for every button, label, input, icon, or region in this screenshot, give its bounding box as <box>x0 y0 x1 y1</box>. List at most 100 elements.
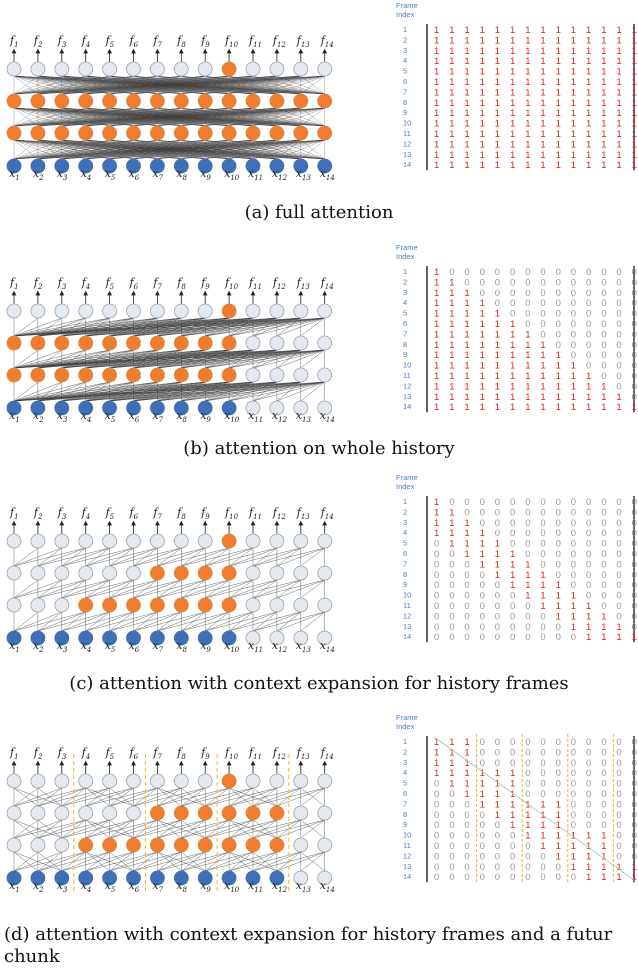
matrix-cell: 0 <box>586 559 591 570</box>
matrix-cell: 1 <box>510 67 515 78</box>
matrix-cell: 1 <box>525 820 530 831</box>
matrix-cell: 0 <box>632 381 637 392</box>
matrix-cell: 1 <box>480 119 485 130</box>
matrix-cell: 1 <box>571 371 576 382</box>
matrix-cell: 0 <box>480 810 485 821</box>
connection-line <box>85 317 277 337</box>
connection-line <box>37 851 86 872</box>
hidden-node <box>126 597 141 613</box>
matrix-cell: 0 <box>449 622 454 633</box>
matrix-cell: 0 <box>616 820 621 831</box>
matrix-cell: 1 <box>601 87 606 98</box>
matrix-cell: 0 <box>525 601 530 612</box>
input-node <box>293 158 309 174</box>
matrix-cell: 1 <box>510 371 515 382</box>
output-label: f12 <box>272 34 287 49</box>
matrix-cell: 0 <box>525 632 530 643</box>
connection-line <box>109 381 325 402</box>
label-subscript: 13 <box>302 646 311 654</box>
matrix-cell: 1 <box>464 361 469 372</box>
matrix-row-index: 2 <box>403 277 407 286</box>
hidden-node <box>149 837 165 853</box>
connection-line <box>13 381 254 402</box>
hidden-node <box>269 837 285 853</box>
matrix-cell: 1 <box>510 402 515 413</box>
matrix-row-index: 6 <box>403 77 407 86</box>
connection-line <box>157 107 325 127</box>
connection-line <box>252 819 301 839</box>
hidden-node <box>54 367 70 383</box>
matrix-cell: 1 <box>556 160 561 171</box>
matrix-cell: 0 <box>449 580 454 591</box>
matrix-cell: 0 <box>540 319 545 330</box>
matrix-cell: 1 <box>571 622 576 633</box>
input-node <box>149 630 165 646</box>
matrix-cell: 1 <box>495 549 500 560</box>
connection-line <box>157 579 230 599</box>
connection-line <box>85 75 325 95</box>
label-subscript: 11 <box>254 646 263 654</box>
matrix-cell: 0 <box>525 288 530 299</box>
output-node <box>102 303 117 319</box>
label-subscript: 7 <box>157 41 162 49</box>
matrix-cell: 1 <box>616 402 621 413</box>
matrix-cell: 1 <box>464 758 469 769</box>
input-label: x7 <box>152 409 163 424</box>
connection-line <box>157 819 230 839</box>
matrix-cell: 0 <box>632 747 637 758</box>
matrix-cell: 1 <box>449 129 454 140</box>
hidden-node <box>269 367 285 383</box>
matrix-cell: 1 <box>449 67 454 78</box>
hidden-node <box>197 125 213 141</box>
matrix-cell: 0 <box>616 737 621 748</box>
matrix-cell: 0 <box>449 799 454 810</box>
label-subscript: 4 <box>85 283 90 291</box>
hidden-node <box>293 367 309 383</box>
label-subscript: 1 <box>15 174 19 182</box>
matrix-cell: 1 <box>616 139 621 150</box>
matrix-cell: 0 <box>434 570 439 581</box>
output-node <box>149 303 165 319</box>
connection-line <box>276 851 325 872</box>
input-node <box>6 400 22 416</box>
hidden-node <box>197 805 213 821</box>
input-label: x5 <box>105 409 116 424</box>
output-node <box>149 533 165 549</box>
matrix-cell: 1 <box>510 381 515 392</box>
matrix-cell: 0 <box>434 539 439 550</box>
matrix-cell: 0 <box>556 539 561 550</box>
matrix-row-index: 4 <box>403 56 407 65</box>
matrix-cell: 0 <box>510 267 515 278</box>
connection-line <box>229 611 277 632</box>
matrix-cell: 0 <box>510 622 515 633</box>
matrix-cell: 1 <box>525 591 530 602</box>
connection-line <box>181 611 230 632</box>
hidden-node <box>173 565 189 581</box>
matrix-cell: 1 <box>586 381 591 392</box>
matrix-cell: 0 <box>601 768 606 779</box>
matrix-cell: 1 <box>540 841 545 852</box>
connection-lines <box>13 317 325 402</box>
matrix-cell: 1 <box>586 611 591 622</box>
connection-line <box>61 75 325 95</box>
matrix-cell: 0 <box>525 549 530 560</box>
matrix-cell: 1 <box>616 67 621 78</box>
input-node <box>173 158 189 174</box>
output-label: f3 <box>57 34 67 49</box>
matrix-cell: 0 <box>525 789 530 800</box>
matrix-cell: 0 <box>616 758 621 769</box>
matrix-row-index: 11 <box>403 129 411 138</box>
matrix-cell: 1 <box>556 381 561 392</box>
connection-line <box>13 75 301 95</box>
input-label: x2 <box>33 409 44 424</box>
matrix-cell: 1 <box>495 150 500 161</box>
output-node <box>269 303 285 319</box>
connection-line <box>13 107 206 127</box>
output-node <box>126 533 141 549</box>
output-label: f4 <box>81 276 91 291</box>
hidden-node <box>173 597 189 613</box>
connection-line <box>13 75 62 95</box>
output-node <box>6 533 22 549</box>
matrix-cell: 1 <box>495 108 500 119</box>
